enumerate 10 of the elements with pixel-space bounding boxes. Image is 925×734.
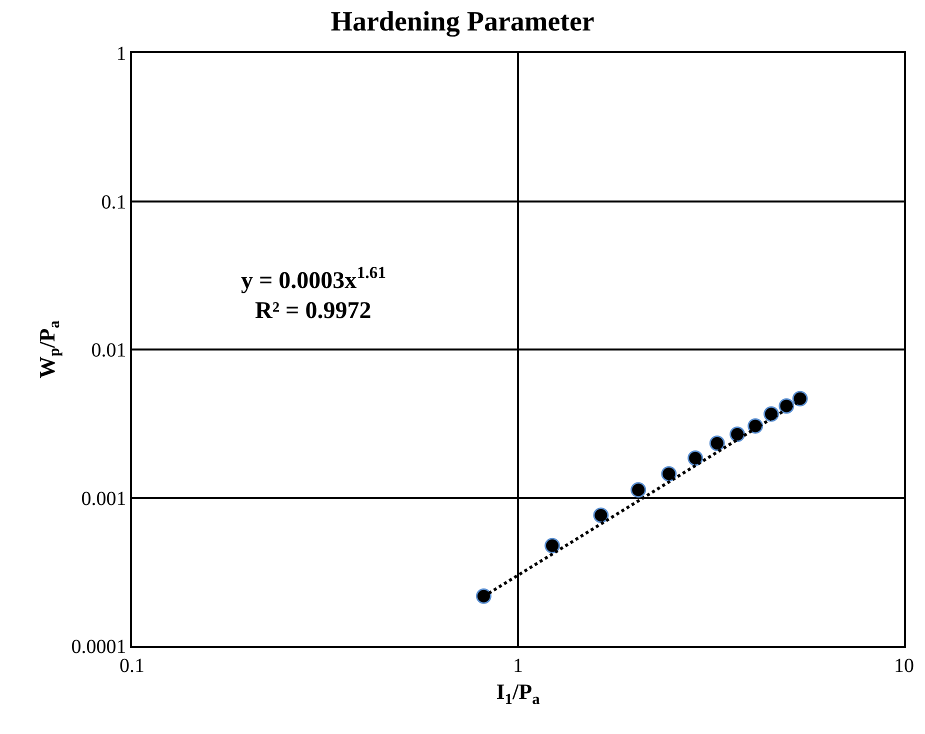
x-axis-title: I$_{1}$/P$_{a}$	[496, 679, 540, 708]
x-tick-label: 1	[513, 654, 523, 677]
chart-title: Hardening Parameter	[330, 6, 594, 38]
annotation: R² = 0.9972	[255, 298, 372, 324]
annotation: y = 0.0003x$^{1.61}$	[241, 263, 386, 294]
y-tick-label: 0.1	[101, 191, 126, 214]
y-tick-label: 0.01	[91, 340, 126, 362]
y-tick-label: 0.001	[81, 488, 126, 510]
x-tick-label: 10	[894, 654, 914, 677]
y-tick-label: 1	[116, 43, 126, 65]
